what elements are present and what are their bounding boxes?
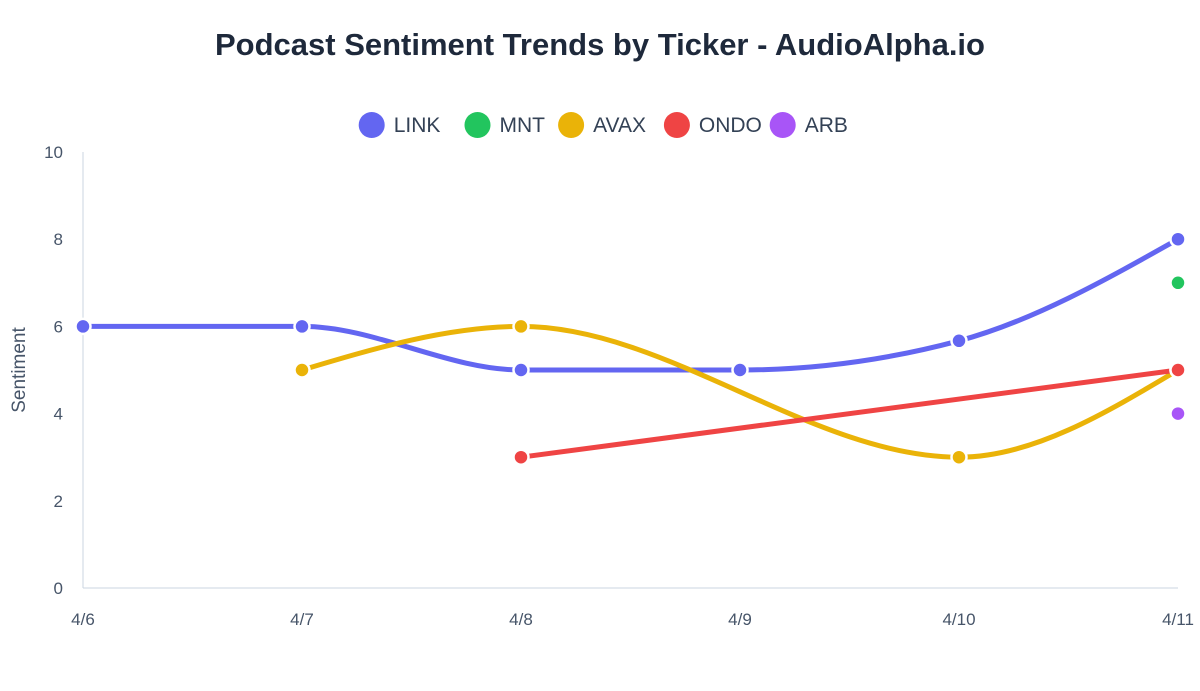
- y-tick-label: 6: [54, 317, 63, 336]
- data-point-avax[interactable]: [293, 361, 311, 379]
- series-line-link: [80, 236, 1181, 373]
- legend-item-link[interactable]: LINK: [358, 112, 441, 138]
- data-point-mnt[interactable]: [1169, 274, 1187, 292]
- x-tick-label: 4/9: [728, 610, 752, 629]
- legend-item-mnt[interactable]: MNT: [464, 112, 546, 138]
- y-axis-title: Sentiment: [9, 327, 30, 413]
- chart-title: Podcast Sentiment Trends by Ticker - Aud…: [215, 27, 985, 62]
- data-point-link[interactable]: [1169, 230, 1187, 248]
- legend-label: MNT: [500, 114, 546, 137]
- y-tick-label: 4: [54, 405, 63, 424]
- y-tick-label: 10: [44, 143, 63, 162]
- y-ticks: 0 2 4 6 8 10: [44, 143, 63, 598]
- series-points: [74, 230, 1187, 466]
- legend-label: ARB: [805, 114, 848, 137]
- data-point-ondo[interactable]: [512, 448, 530, 466]
- x-ticks: 4/6 4/7 4/8 4/9 4/10 4/11: [71, 610, 1194, 629]
- legend-marker: [358, 112, 385, 138]
- legend-label: AVAX: [593, 114, 646, 137]
- x-tick-label: 4/10: [942, 610, 975, 629]
- series-line-ondo: [518, 367, 1181, 460]
- data-point-link[interactable]: [293, 317, 311, 336]
- y-tick-label: 8: [54, 230, 63, 249]
- x-tick-label: 4/7: [290, 610, 314, 629]
- data-point-link[interactable]: [512, 361, 530, 379]
- x-tick-label: 4/6: [71, 610, 95, 629]
- data-point-link[interactable]: [74, 317, 92, 336]
- legend-label: LINK: [394, 114, 441, 137]
- legend-marker: [663, 112, 690, 138]
- x-tick-label: 4/8: [509, 610, 533, 629]
- series-line-avax: [299, 323, 1181, 460]
- data-point-ondo[interactable]: [1169, 361, 1187, 379]
- data-point-arb[interactable]: [1169, 404, 1187, 423]
- series-lines: [80, 236, 1181, 460]
- x-tick-label: 4/11: [1162, 610, 1194, 629]
- legend-item-arb[interactable]: ARB: [769, 112, 848, 138]
- axes: Sentiment: [9, 152, 1178, 589]
- legend-label: ONDO: [699, 114, 762, 137]
- y-tick-label: 0: [54, 579, 63, 598]
- legend-item-ondo[interactable]: ONDO: [663, 112, 762, 138]
- legend: LINK MNT AVAX ONDO ARB: [358, 112, 848, 138]
- data-point-link[interactable]: [950, 332, 968, 350]
- legend-marker: [769, 112, 796, 138]
- legend-marker: [464, 112, 491, 138]
- data-point-avax[interactable]: [512, 317, 530, 336]
- legend-marker: [558, 112, 585, 138]
- y-tick-label: 2: [54, 492, 63, 511]
- data-point-link[interactable]: [731, 361, 749, 379]
- data-point-avax[interactable]: [950, 448, 968, 466]
- legend-item-avax[interactable]: AVAX: [558, 112, 646, 138]
